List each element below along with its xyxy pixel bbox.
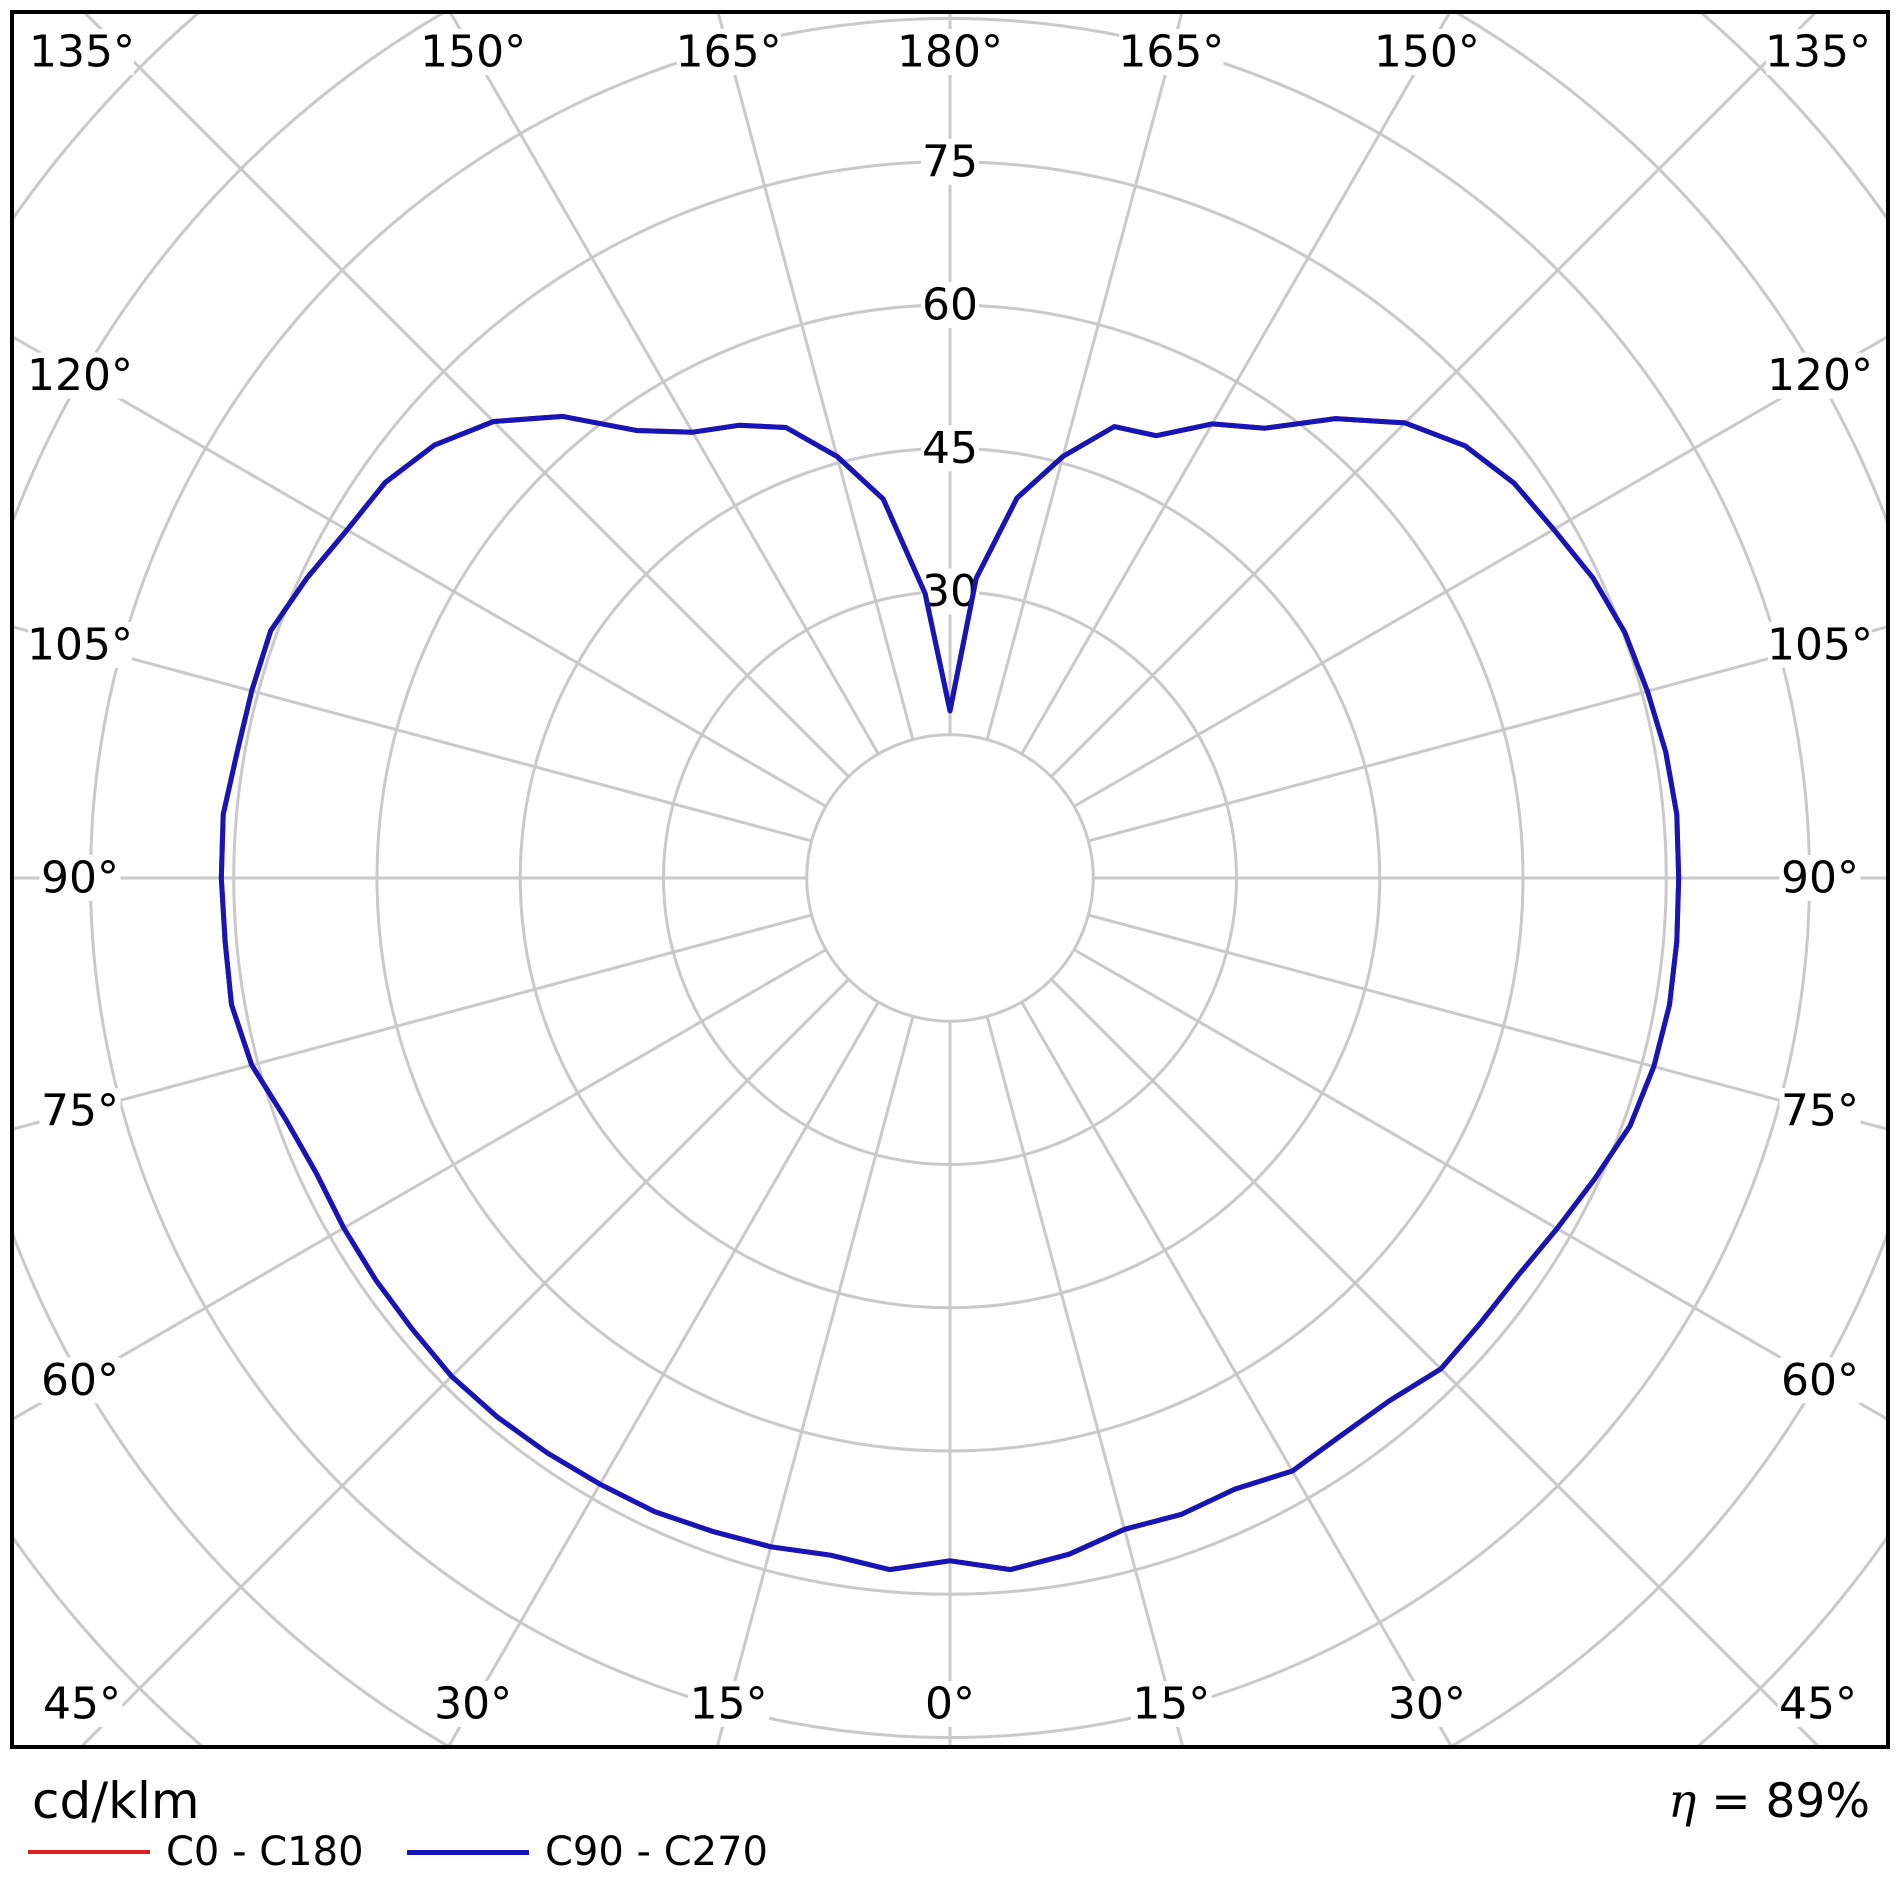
angle-label-0-right: 0° (921, 1679, 979, 1730)
angle-spoke-210 (449, 14, 880, 755)
angle-spoke-240 (14, 335, 827, 808)
legend-label-c0-c180: C0 - C180 (166, 1829, 364, 1875)
eta-symbol: η (1668, 1774, 1697, 1829)
svg-text:135°: 135° (29, 27, 135, 78)
angle-label-75-left: 75° (39, 1086, 121, 1137)
svg-text:30°: 30° (434, 1679, 512, 1730)
angle-label-180-right: 180° (897, 27, 1003, 78)
angle-spoke-255 (14, 625, 813, 843)
radial-value-label-45: 45 (921, 423, 979, 474)
angle-label-150-right: 150° (1374, 27, 1480, 78)
angle-label-60-right: 60° (1779, 1355, 1861, 1406)
angle-label-105-right: 105° (1767, 619, 1873, 670)
angle-label-135-right: 135° (1765, 27, 1871, 78)
efficiency-value: η = 89% (1668, 1774, 1870, 1829)
legend-label-c90-c270: C90 - C270 (545, 1829, 768, 1875)
svg-text:165°: 165° (1118, 27, 1224, 78)
angle-spoke-150 (1020, 14, 1451, 755)
svg-text:150°: 150° (420, 27, 526, 78)
svg-text:15°: 15° (690, 1679, 768, 1730)
angle-spoke-135 (1050, 14, 1817, 778)
svg-text:120°: 120° (27, 350, 133, 401)
angle-label-45-left: 45° (41, 1679, 123, 1730)
angle-label-90-left: 90° (39, 853, 121, 904)
angle-label-150-left: 150° (420, 27, 526, 78)
unit-label: cd/klm (32, 1772, 200, 1830)
plot-border (10, 10, 1890, 1749)
svg-text:45°: 45° (1779, 1679, 1857, 1730)
angle-label-30-right: 30° (1386, 1679, 1468, 1730)
c90-c270-line-swatch (407, 1849, 529, 1855)
svg-text:150°: 150° (1374, 27, 1480, 78)
angle-spoke-120 (1073, 335, 1886, 808)
svg-text:75°: 75° (41, 1086, 119, 1137)
angle-spoke-315 (80, 978, 850, 1745)
angle-label-120-left: 120° (27, 350, 133, 401)
angle-spoke-15 (985, 1015, 1184, 1745)
svg-text:60°: 60° (1781, 1355, 1859, 1406)
angle-spoke-165 (985, 14, 1184, 741)
angle-spoke-105 (1087, 625, 1886, 843)
svg-text:90°: 90° (1781, 853, 1859, 904)
angle-spoke-45 (1050, 978, 1820, 1745)
angle-spoke-60 (1073, 948, 1886, 1421)
svg-text:105°: 105° (1767, 619, 1873, 670)
angle-label-45-right: 45° (1777, 1679, 1859, 1730)
c0-c180-line-swatch (28, 1850, 150, 1854)
angle-spoke-345 (716, 1015, 915, 1745)
eta-rest: = 89% (1696, 1774, 1870, 1829)
angle-spoke-225 (83, 14, 850, 778)
legend: C0 - C180 C90 - C270 (0, 1829, 1900, 1880)
angle-label-165-left: 165° (676, 27, 782, 78)
radial-gridline-15 (805, 733, 1095, 1023)
angle-spoke-330 (447, 1001, 880, 1745)
curve-c90-c270 (218, 413, 1682, 1573)
radial-value-label-75: 75 (921, 136, 979, 187)
angle-label-60-left: 60° (39, 1355, 121, 1406)
svg-text:45: 45 (922, 423, 978, 474)
radial-value-label-30: 30 (921, 566, 979, 617)
angle-label-120-right: 120° (1767, 350, 1873, 401)
svg-text:180°: 180° (897, 27, 1003, 78)
svg-text:165°: 165° (676, 27, 782, 78)
svg-text:105°: 105° (27, 619, 133, 670)
svg-text:30°: 30° (1388, 1679, 1466, 1730)
svg-text:45°: 45° (43, 1679, 121, 1730)
svg-text:75: 75 (922, 136, 978, 187)
svg-text:120°: 120° (1767, 350, 1873, 401)
angle-spoke-75 (1087, 913, 1886, 1131)
svg-text:75°: 75° (1781, 1086, 1859, 1137)
angle-spoke-285 (14, 913, 813, 1131)
angle-label-15-left: 15° (688, 1679, 770, 1730)
svg-text:0°: 0° (925, 1679, 975, 1730)
angle-label-75-right: 75° (1779, 1086, 1861, 1137)
svg-text:60°: 60° (41, 1355, 119, 1406)
angle-label-135-left: 135° (29, 27, 135, 78)
angle-label-165-right: 165° (1118, 27, 1224, 78)
svg-text:135°: 135° (1765, 27, 1871, 78)
angle-spoke-195 (716, 14, 915, 741)
angle-label-30-left: 30° (432, 1679, 514, 1730)
svg-text:15°: 15° (1132, 1679, 1210, 1730)
radial-value-label-60: 60 (921, 280, 979, 331)
svg-text:60: 60 (922, 280, 978, 331)
angle-spoke-30 (1020, 1001, 1453, 1745)
angle-label-90-right: 90° (1779, 853, 1861, 904)
angle-label-105-left: 105° (27, 619, 133, 670)
svg-text:90°: 90° (41, 853, 119, 904)
angle-spoke-300 (14, 948, 827, 1421)
legend-item-c90-c270: C90 - C270 (407, 1829, 768, 1875)
legend-item-c0-c180: C0 - C180 (28, 1829, 364, 1875)
angle-label-15-right: 15° (1130, 1679, 1212, 1730)
